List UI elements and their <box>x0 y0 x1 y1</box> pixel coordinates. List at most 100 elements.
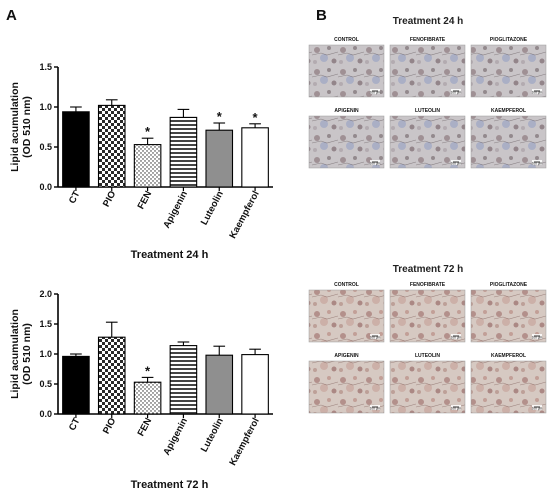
micrograph-label-pioglitazone: PIOGLITAZONE <box>490 37 528 43</box>
category-label-kaempferol: Kaempferol <box>227 416 261 467</box>
micrograph-image-apigenin <box>308 115 385 169</box>
significance-star-kaempferol: * <box>253 110 259 125</box>
scale-bar-box <box>532 405 542 410</box>
micrograph-label-control: CONTROL <box>334 37 359 43</box>
micrograph-grid-72h: Treatment 72 h CONTROL 100 µm FENOFIBRATE 10… <box>308 264 547 414</box>
category-label-apigenin: Apigenin <box>161 416 190 457</box>
micrograph-label-apigenin: APIGENIN <box>334 353 359 359</box>
bar-kaempferol <box>241 127 269 188</box>
scale-bar-text: 100 µm <box>451 90 462 94</box>
micrograph-title-72h: Treatment 72 h <box>393 264 464 275</box>
scale-bar-box <box>370 405 380 410</box>
scale-bar-box <box>532 334 542 339</box>
category-label-fen: FEN <box>136 416 155 438</box>
chart-title-24h: Treatment 24 h <box>131 249 209 261</box>
micrograph-image-kaempferol <box>470 360 547 414</box>
y-axis-title-line2: (OD 510 nm) <box>21 323 33 385</box>
bar-ct <box>62 355 90 415</box>
scale-bar-box <box>370 160 380 165</box>
y-tick-label: 2.0 <box>39 289 52 299</box>
scale-bar-text: 100 µm <box>532 406 543 410</box>
scale-bar-text: 100 µm <box>370 90 381 94</box>
scale-bar-box <box>532 160 542 165</box>
micrograph-image-control <box>308 44 385 98</box>
scale-bar-text: 100 µm <box>532 335 543 339</box>
micrograph-label-kaempferol: KAEMPFEROL <box>491 108 526 114</box>
micrograph-label-luteolin: LUTEOLIN <box>415 353 440 359</box>
bar-chart-24h: 0.0 0.5 1.0 1.5 Lipid acumulation (OD 510 nm)… <box>9 62 273 261</box>
y-axis-title-line2: (OD 510 nm) <box>21 96 33 158</box>
y-axis-title-line1: Lipid acumulation <box>9 309 21 399</box>
y-tick-label: 0.0 <box>39 182 52 192</box>
category-label-luteolin: Luteolin <box>199 416 226 454</box>
micrograph-image-control <box>308 289 385 343</box>
bar-fen <box>133 144 162 188</box>
category-label-pio: PIO <box>101 189 118 209</box>
scale-bar-box <box>370 89 380 94</box>
y-tick-label: 1.0 <box>39 102 52 112</box>
bar-chart-72h: 0.0 0.5 1.0 1.5 2.0 Lipid acumulation (OD 510 … <box>9 289 273 491</box>
micrograph-image-pioglitazone <box>470 289 547 343</box>
y-tick-label: 1.5 <box>39 319 52 329</box>
micrograph-image-kaempferol <box>470 115 547 169</box>
micrograph-label-control: CONTROL <box>334 282 359 288</box>
bar-ct <box>62 111 90 188</box>
scale-bar-box <box>451 334 461 339</box>
bar-luteolin <box>205 129 234 188</box>
scale-bar-text: 100 µm <box>451 335 462 339</box>
bar-apigenin <box>169 345 198 415</box>
micrograph-label-pioglitazone: PIOGLITAZONE <box>490 282 528 288</box>
bar-kaempferol <box>241 354 269 415</box>
micrograph-label-apigenin: APIGENIN <box>334 108 359 114</box>
panel-a-letter: A <box>6 7 17 24</box>
micrograph-title-24h: Treatment 24 h <box>393 16 464 27</box>
micrograph-label-fenofibrate: FENOFIBRATE <box>410 37 446 43</box>
significance-star-luteolin: * <box>217 109 223 124</box>
chart-title-72h: Treatment 72 h <box>131 479 209 491</box>
scale-bar-box <box>451 160 461 165</box>
category-label-ct: CT <box>67 416 83 433</box>
bar-pio <box>97 336 126 415</box>
scale-bar-box <box>451 405 461 410</box>
micrograph-image-apigenin <box>308 360 385 414</box>
bar-apigenin <box>169 116 198 188</box>
scale-bar-text: 100 µm <box>370 335 381 339</box>
scale-bar-text: 100 µm <box>451 406 462 410</box>
micrograph-image-luteolin <box>389 360 466 414</box>
category-label-luteolin: Luteolin <box>199 189 226 227</box>
significance-star-fen: * <box>145 363 151 378</box>
y-tick-label: 0.0 <box>39 409 52 419</box>
micrograph-image-luteolin <box>389 115 466 169</box>
micrograph-grid-24h: Treatment 24 h CONTROL 100 µm FENOFIBRATE 10… <box>308 16 547 169</box>
panel-b-letter: B <box>316 7 327 24</box>
significance-star-fen: * <box>145 124 151 139</box>
bar-fen <box>133 381 162 415</box>
category-label-apigenin: Apigenin <box>161 189 190 230</box>
scale-bar-box <box>451 89 461 94</box>
micrograph-image-fenofibrate <box>389 289 466 343</box>
micrograph-image-pioglitazone <box>470 44 547 98</box>
scale-bar-text: 100 µm <box>370 161 381 165</box>
y-tick-label: 0.5 <box>39 142 52 152</box>
y-tick-label: 1.0 <box>39 349 52 359</box>
micrograph-label-kaempferol: KAEMPFEROL <box>491 353 526 359</box>
y-tick-label: 1.5 <box>39 62 52 72</box>
scale-bar-box <box>532 89 542 94</box>
category-label-kaempferol: Kaempferol <box>227 189 261 240</box>
scale-bar-text: 100 µm <box>370 406 381 410</box>
bar-pio <box>97 104 126 188</box>
category-label-fen: FEN <box>136 189 155 211</box>
category-label-pio: PIO <box>101 416 118 436</box>
scale-bar-text: 100 µm <box>532 90 543 94</box>
category-label-ct: CT <box>67 189 83 206</box>
micrograph-label-luteolin: LUTEOLIN <box>415 108 440 114</box>
y-axis-title-line1: Lipid acumulation <box>9 82 21 172</box>
y-tick-label: 0.5 <box>39 379 52 389</box>
scale-bar-text: 100 µm <box>532 161 543 165</box>
bar-luteolin <box>205 354 234 415</box>
micrograph-image-fenofibrate <box>389 44 466 98</box>
scale-bar-text: 100 µm <box>451 161 462 165</box>
scale-bar-box <box>370 334 380 339</box>
micrograph-label-fenofibrate: FENOFIBRATE <box>410 282 446 288</box>
